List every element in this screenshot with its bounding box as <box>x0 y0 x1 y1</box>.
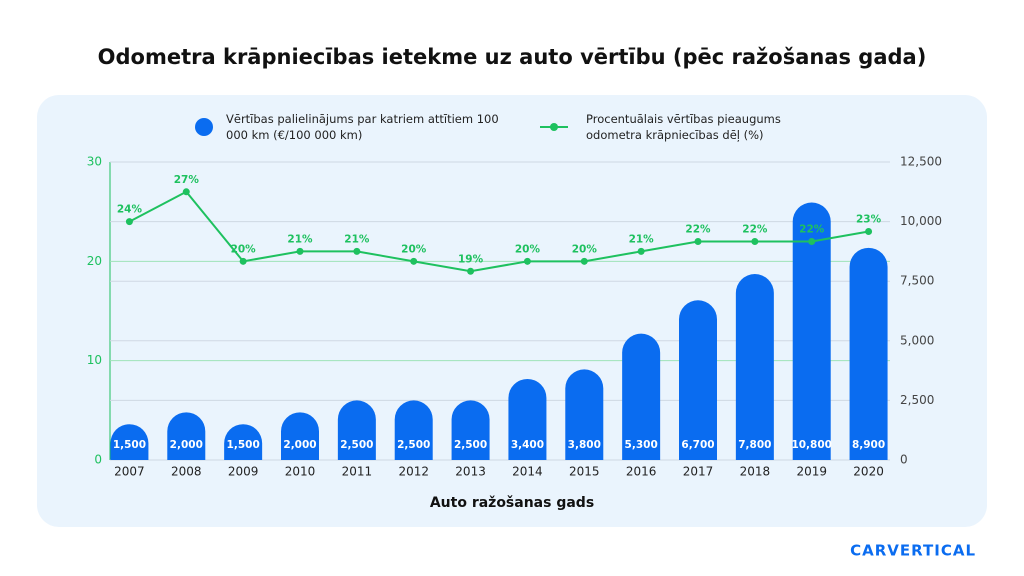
y-tick-label: 0 <box>94 453 102 467</box>
x-tick-label: 2018 <box>740 465 771 479</box>
line-value-label: 24% <box>117 204 143 216</box>
x-tick-label: 2016 <box>626 465 657 479</box>
x-tick-label: 2017 <box>683 465 714 479</box>
bar <box>679 300 717 460</box>
line-value-label: 21% <box>344 233 370 245</box>
bar <box>451 400 490 460</box>
line-point <box>637 247 645 255</box>
x-tick-label: 2013 <box>455 465 486 479</box>
line-value-label: 23% <box>856 214 882 226</box>
line-value-label: 20% <box>572 243 598 255</box>
line-value-label: 27% <box>174 174 200 186</box>
x-tick-label: 2012 <box>398 465 429 479</box>
y2-tick-label: 0 <box>900 453 908 467</box>
line-point <box>694 237 702 245</box>
line-point <box>467 267 475 275</box>
bar <box>849 247 888 460</box>
line-value-label: 20% <box>401 243 427 255</box>
line-value-label: 20% <box>515 243 541 255</box>
x-tick-label: 2009 <box>228 465 259 479</box>
logo: CARVERTICAL <box>850 542 976 560</box>
y2-tick-label: 12,500 <box>900 155 942 169</box>
bar-value-label: 1,500 <box>227 439 260 451</box>
y2-tick-label: 5,000 <box>900 333 934 347</box>
bar-value-label: 8,900 <box>852 439 885 451</box>
bar <box>167 412 206 460</box>
bar-value-label: 5,300 <box>625 439 658 451</box>
line-value-label: 19% <box>458 253 484 265</box>
line-value-label: 22% <box>799 223 825 235</box>
y2-tick-label: 10,000 <box>900 214 942 228</box>
x-tick-label: 2019 <box>796 465 827 479</box>
line-value-label: 21% <box>629 233 655 245</box>
line-point <box>239 257 247 265</box>
line-point <box>125 218 133 226</box>
line-point <box>865 228 873 236</box>
chart-title: Odometra krāpniecības ietekme uz auto vē… <box>98 45 927 69</box>
line-point <box>808 237 816 245</box>
bar-value-label: 3,800 <box>568 439 601 451</box>
bar <box>792 202 831 460</box>
x-tick-label: 2011 <box>342 465 373 479</box>
y-tick-label: 30 <box>87 155 102 169</box>
bar <box>110 424 149 460</box>
line-value-label: 22% <box>685 223 711 235</box>
legend-swatch <box>195 118 213 136</box>
bar <box>622 333 661 460</box>
x-tick-label: 2007 <box>114 465 145 479</box>
bar <box>281 412 319 460</box>
line-point <box>580 257 588 265</box>
bar-value-label: 3,400 <box>511 439 544 451</box>
bar-value-label: 1,500 <box>113 439 146 451</box>
bar <box>394 400 433 460</box>
bar-value-label: 10,800 <box>791 439 832 451</box>
x-tick-label: 2014 <box>512 465 543 479</box>
line-value-label: 22% <box>742 223 768 235</box>
bar-value-label: 7,800 <box>738 439 771 451</box>
x-tick-label: 2020 <box>853 465 884 479</box>
line-value-label: 20% <box>231 243 257 255</box>
line <box>128 190 869 273</box>
x-tick-label: 2015 <box>569 465 600 479</box>
y2-tick-label: 2,500 <box>900 393 934 407</box>
line-value-label: 21% <box>287 233 313 245</box>
bar <box>565 369 604 460</box>
bar <box>224 424 263 460</box>
line-point <box>523 257 531 265</box>
bar-value-label: 2,500 <box>454 439 487 451</box>
legend-entry: Procentuālais vērtības pieaugums odometr… <box>586 112 781 142</box>
bar-value-label: 2,500 <box>397 439 430 451</box>
legend-entry: Vērtības palielinājums par katriem attīt… <box>226 112 499 142</box>
y-tick-label: 10 <box>87 353 102 367</box>
bar <box>337 400 376 460</box>
y-tick-label: 20 <box>87 254 102 268</box>
bar-value-label: 2,500 <box>340 439 373 451</box>
bar <box>735 274 774 460</box>
bar-value-label: 2,000 <box>283 439 316 451</box>
bar-value-label: 2,000 <box>170 439 203 451</box>
line-point <box>410 257 418 265</box>
bar-value-label: 6,700 <box>681 439 714 451</box>
y2-tick-label: 7,500 <box>900 274 934 288</box>
line-point <box>751 237 759 245</box>
line-point <box>353 247 361 255</box>
line-point <box>296 247 304 255</box>
x-axis-title: Auto ražošanas gads <box>430 495 594 511</box>
panel <box>37 95 987 527</box>
line-point <box>182 188 190 196</box>
bar <box>508 378 547 460</box>
legend-swatch <box>550 123 558 131</box>
x-tick-label: 2010 <box>285 465 316 479</box>
x-tick-label: 2008 <box>171 465 202 479</box>
